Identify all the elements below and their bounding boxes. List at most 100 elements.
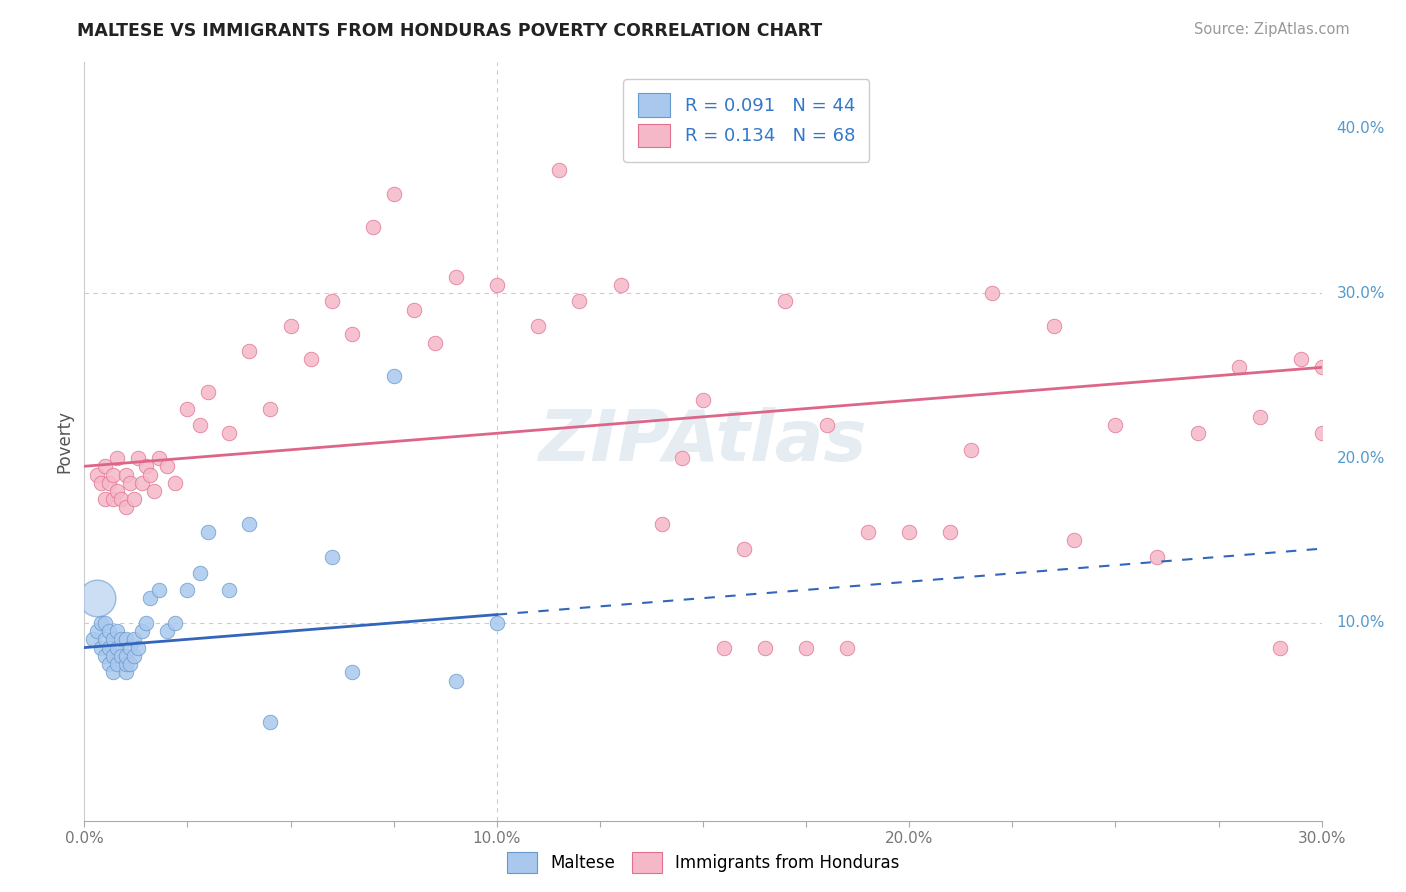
- Point: [98, 640, 121, 655]
- Point: [1270, 640, 1292, 655]
- Point: [1310, 360, 1333, 375]
- Point: [423, 335, 446, 350]
- Point: [218, 426, 240, 441]
- Point: [713, 640, 735, 655]
- Point: [485, 277, 508, 292]
- Legend: Maltese, Immigrants from Honduras: Maltese, Immigrants from Honduras: [501, 846, 905, 880]
- Point: [342, 327, 364, 342]
- Point: [114, 632, 136, 647]
- Point: [980, 286, 1002, 301]
- Point: [692, 393, 714, 408]
- Point: [815, 418, 838, 433]
- Point: [131, 475, 153, 490]
- Point: [1042, 319, 1064, 334]
- Point: [148, 450, 170, 465]
- Point: [105, 624, 128, 639]
- Point: [444, 673, 467, 688]
- Point: [1146, 549, 1168, 564]
- Point: [775, 294, 797, 309]
- Point: [547, 162, 569, 177]
- Point: [568, 294, 591, 309]
- Point: [90, 615, 112, 630]
- Point: [148, 582, 170, 597]
- Point: [90, 640, 112, 655]
- Point: [651, 516, 673, 531]
- Point: [299, 352, 322, 367]
- Point: [127, 640, 149, 655]
- Point: [98, 624, 121, 639]
- Point: [188, 566, 211, 581]
- Legend: R = 0.091   N = 44, R = 0.134   N = 68: R = 0.091 N = 44, R = 0.134 N = 68: [623, 79, 869, 161]
- Point: [321, 294, 343, 309]
- Text: Source: ZipAtlas.com: Source: ZipAtlas.com: [1194, 22, 1350, 37]
- Point: [110, 648, 132, 663]
- Point: [485, 615, 508, 630]
- Point: [139, 591, 162, 606]
- Point: [131, 624, 153, 639]
- Point: [135, 459, 157, 474]
- Point: [939, 525, 962, 540]
- Point: [754, 640, 776, 655]
- Point: [238, 516, 260, 531]
- Point: [114, 500, 136, 515]
- Point: [103, 665, 125, 680]
- Point: [118, 657, 141, 671]
- Text: 30.0%: 30.0%: [1337, 285, 1385, 301]
- Point: [197, 525, 219, 540]
- Text: ZIPAtlas: ZIPAtlas: [538, 407, 868, 476]
- Point: [118, 640, 141, 655]
- Point: [361, 220, 384, 235]
- Point: [197, 385, 219, 400]
- Text: 10.0%: 10.0%: [1337, 615, 1385, 631]
- Point: [238, 343, 260, 358]
- Point: [122, 492, 145, 507]
- Point: [1289, 352, 1312, 367]
- Point: [110, 492, 132, 507]
- Point: [156, 624, 179, 639]
- Point: [404, 302, 426, 317]
- Point: [114, 467, 136, 482]
- Point: [86, 591, 108, 606]
- Point: [86, 467, 108, 482]
- Point: [1249, 409, 1271, 424]
- Point: [218, 582, 240, 597]
- Point: [94, 615, 117, 630]
- Point: [1227, 360, 1250, 375]
- Point: [143, 483, 166, 498]
- Point: [94, 492, 117, 507]
- Point: [176, 582, 198, 597]
- Point: [135, 615, 157, 630]
- Point: [114, 648, 136, 663]
- Text: MALTESE VS IMMIGRANTS FROM HONDURAS POVERTY CORRELATION CHART: MALTESE VS IMMIGRANTS FROM HONDURAS POVE…: [77, 22, 823, 40]
- Point: [837, 640, 859, 655]
- Point: [259, 714, 281, 729]
- Point: [114, 657, 136, 671]
- Point: [94, 648, 117, 663]
- Y-axis label: Poverty: Poverty: [55, 410, 73, 473]
- Point: [122, 632, 145, 647]
- Text: 40.0%: 40.0%: [1337, 121, 1385, 136]
- Point: [1104, 418, 1126, 433]
- Point: [118, 475, 141, 490]
- Point: [856, 525, 879, 540]
- Point: [105, 640, 128, 655]
- Point: [165, 475, 187, 490]
- Point: [122, 648, 145, 663]
- Point: [105, 657, 128, 671]
- Point: [1063, 533, 1085, 548]
- Point: [382, 187, 405, 202]
- Point: [794, 640, 817, 655]
- Point: [105, 450, 128, 465]
- Point: [110, 632, 132, 647]
- Point: [103, 648, 125, 663]
- Point: [98, 475, 121, 490]
- Point: [259, 401, 281, 416]
- Point: [98, 657, 121, 671]
- Text: 20.0%: 20.0%: [1337, 450, 1385, 466]
- Point: [382, 368, 405, 383]
- Point: [280, 319, 302, 334]
- Point: [165, 615, 187, 630]
- Point: [86, 624, 108, 639]
- Point: [342, 665, 364, 680]
- Point: [90, 475, 112, 490]
